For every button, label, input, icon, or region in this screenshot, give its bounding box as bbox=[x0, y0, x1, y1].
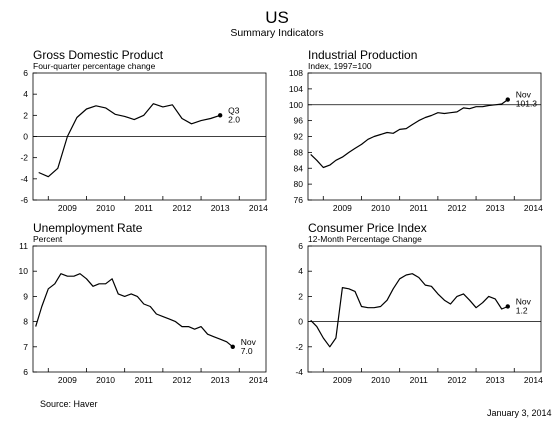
industrial-production-ytick-label: 84 bbox=[294, 163, 304, 173]
consumer-price-index-xtick-label: 2009 bbox=[333, 375, 352, 385]
unemployment-rate-subtitle: Percent bbox=[33, 234, 63, 244]
consumer-price-index-ytick-label: 0 bbox=[298, 317, 303, 327]
page-subtitle: Summary Indicators bbox=[230, 27, 324, 39]
industrial-production-ytick-label: 104 bbox=[289, 84, 303, 94]
consumer-price-index-annotation-label: 1.2 bbox=[516, 305, 528, 315]
gross-domestic-product-ytick-label: -4 bbox=[20, 174, 28, 184]
consumer-price-index-last-point bbox=[505, 304, 510, 309]
industrial-production-last-point bbox=[505, 97, 510, 102]
industrial-production-xtick-label: 2010 bbox=[371, 203, 390, 213]
unemployment-rate-xtick-label: 2010 bbox=[96, 375, 115, 385]
consumer-price-index-xtick-label: 2014 bbox=[524, 375, 543, 385]
consumer-price-index-annotation-label: Nov bbox=[516, 296, 532, 306]
consumer-price-index-xtick-label: 2013 bbox=[486, 375, 505, 385]
industrial-production-ytick-label: 88 bbox=[294, 147, 304, 157]
gross-domestic-product-ytick-label: 4 bbox=[23, 89, 28, 99]
gross-domestic-product-xtick-label: 2011 bbox=[135, 203, 154, 213]
industrial-production-series-line bbox=[310, 99, 509, 169]
consumer-price-index-ytick-label: 6 bbox=[298, 241, 303, 251]
unemployment-rate-xtick-label: 2012 bbox=[173, 375, 192, 385]
unemployment-rate-xtick-label: 2014 bbox=[249, 375, 268, 385]
gross-domestic-product-title: Gross Domestic Product bbox=[33, 48, 164, 62]
unemployment-rate-ytick-label: 8 bbox=[23, 317, 28, 327]
consumer-price-index-frame bbox=[307, 245, 542, 373]
industrial-production-xtick-label: 2012 bbox=[448, 203, 467, 213]
consumer-price-index-series-line bbox=[310, 273, 509, 348]
industrial-production-xtick-label: 2009 bbox=[333, 203, 352, 213]
unemployment-rate-series-line bbox=[35, 273, 234, 348]
unemployment-rate-last-point bbox=[230, 344, 235, 349]
gross-domestic-product-xtick-label: 2012 bbox=[173, 203, 192, 213]
unemployment-rate-frame bbox=[32, 245, 267, 373]
industrial-production-ytick-label: 96 bbox=[294, 116, 304, 126]
industrial-production-annotation-label: 101.3 bbox=[516, 99, 538, 109]
gross-domestic-product-subtitle: Four-quarter percentage change bbox=[33, 61, 156, 71]
industrial-production-ytick-label: 108 bbox=[289, 68, 303, 78]
gross-domestic-product-xtick-label: 2014 bbox=[249, 203, 268, 213]
consumer-price-index-ytick-label: -4 bbox=[295, 367, 303, 377]
consumer-price-index-ytick-label: 4 bbox=[298, 266, 303, 276]
industrial-production-xtick-label: 2013 bbox=[486, 203, 505, 213]
consumer-price-index-ytick-label: -2 bbox=[295, 342, 303, 352]
unemployment-rate-ytick-label: 9 bbox=[23, 291, 28, 301]
gross-domestic-product-last-point bbox=[217, 113, 223, 118]
gross-domestic-product-series-line bbox=[38, 103, 221, 178]
gross-domestic-product-ytick-label: -2 bbox=[20, 153, 28, 163]
unemployment-rate-ytick-label: 11 bbox=[19, 241, 28, 251]
industrial-production-frame bbox=[307, 72, 542, 201]
source-note: Source: Haver bbox=[40, 399, 98, 409]
gross-domestic-product-ytick-label: 0 bbox=[23, 132, 28, 142]
unemployment-rate-ytick-label: 6 bbox=[23, 367, 28, 377]
consumer-price-index-ytick-label: 2 bbox=[298, 291, 303, 301]
unemployment-rate-xtick-label: 2011 bbox=[135, 375, 154, 385]
unemployment-rate-xtick-label: 2009 bbox=[58, 375, 77, 385]
unemployment-rate-title: Unemployment Rate bbox=[33, 221, 143, 235]
industrial-production-ytick-label: 92 bbox=[294, 132, 304, 142]
gross-domestic-product-xtick-label: 2010 bbox=[96, 203, 115, 213]
consumer-price-index-xtick-label: 2011 bbox=[410, 375, 429, 385]
unemployment-rate-annotation-label: Nov bbox=[241, 337, 257, 347]
industrial-production-annotation-label: Nov bbox=[516, 90, 532, 100]
gross-domestic-product-ytick-label: 2 bbox=[23, 110, 28, 120]
industrial-production-xtick-label: 2011 bbox=[410, 203, 429, 213]
industrial-production-subtitle: Index, 1997=100 bbox=[308, 61, 372, 71]
industrial-production-ytick-label: 100 bbox=[289, 100, 303, 110]
unemployment-rate-ytick-label: 7 bbox=[23, 342, 28, 352]
consumer-price-index-xtick-label: 2012 bbox=[448, 375, 467, 385]
gross-domestic-product-xtick-label: 2013 bbox=[211, 203, 230, 213]
consumer-price-index-subtitle: 12-Month Percentage Change bbox=[308, 234, 422, 244]
unemployment-rate-ytick-label: 10 bbox=[19, 266, 29, 276]
gross-domestic-product-xtick-label: 2009 bbox=[58, 203, 77, 213]
gross-domestic-product-ytick-label: 6 bbox=[23, 68, 28, 78]
unemployment-rate-annotation-label: 7.0 bbox=[241, 346, 253, 356]
industrial-production-title: Industrial Production bbox=[308, 48, 417, 62]
page-title: US bbox=[265, 8, 289, 27]
gross-domestic-product-ytick-label: -6 bbox=[20, 195, 28, 205]
gross-domestic-product-annotation-label: 2.0 bbox=[228, 114, 240, 124]
industrial-production-xtick-label: 2014 bbox=[524, 203, 543, 213]
gross-domestic-product-annotation-label: Q3 bbox=[228, 105, 240, 115]
industrial-production-ytick-label: 80 bbox=[294, 179, 304, 189]
consumer-price-index-xtick-label: 2010 bbox=[371, 375, 390, 385]
date-note: January 3, 2014 bbox=[487, 408, 552, 418]
consumer-price-index-title: Consumer Price Index bbox=[308, 221, 427, 235]
unemployment-rate-xtick-label: 2013 bbox=[211, 375, 230, 385]
industrial-production-ytick-label: 76 bbox=[294, 195, 304, 205]
